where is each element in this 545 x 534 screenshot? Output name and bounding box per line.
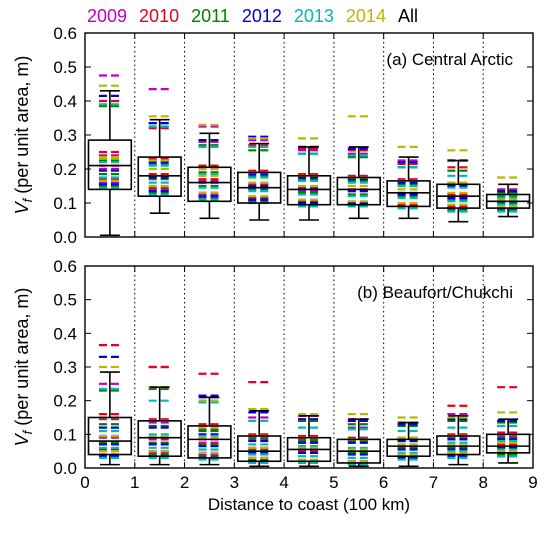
panel-a-ytick-label: 0.5 [53, 58, 77, 77]
panel-b-xtick-label: 2 [180, 473, 189, 492]
panel-b-xtick-label: 0 [80, 473, 89, 492]
panel-b-ytick-label: 0.4 [53, 324, 77, 343]
panel-b-xtick-label: 1 [130, 473, 139, 492]
legend-entry-2013: 2013 [294, 6, 334, 26]
panel-b-xtick-label: 8 [478, 473, 487, 492]
panel-b-ytick-label: 0.0 [53, 459, 77, 478]
legend-entry-all: All [398, 6, 418, 26]
panel-b-ytick-label: 0.2 [53, 392, 77, 411]
panel-a-ylabel: Vf (per unit area, m) [12, 56, 35, 215]
panel-a-box [137, 156, 182, 198]
panel-b-title: (b) Beaufort/Chukchi [357, 283, 513, 302]
panel-b-xtick-label: 3 [230, 473, 239, 492]
panel-a-box [87, 139, 133, 191]
panel-b-box [137, 420, 182, 458]
panel-b-box [187, 425, 232, 459]
panel-b-box [485, 433, 531, 454]
panel-b-xtick-label: 9 [528, 473, 537, 492]
panel-a-box [187, 166, 232, 203]
legend-entry-2011: 2011 [191, 6, 230, 26]
panel-a-box [336, 176, 381, 206]
panel-a-ytick-label: 0.4 [53, 92, 77, 111]
panel-b-xtick-label: 5 [329, 473, 338, 492]
panel-b-xtick-label: 4 [279, 473, 288, 492]
panel-a-ytick-label: 0.3 [53, 126, 77, 145]
panel-b-box [386, 438, 431, 458]
panel-b-ytick-label: 0.1 [53, 425, 77, 444]
panel-b-xlabel: Distance to coast (100 km) [208, 495, 410, 514]
legend-entry-2009: 2009 [87, 6, 127, 26]
panel-b-ylabel: Vf (per unit area, m) [12, 288, 35, 447]
legend-entry-2010: 2010 [139, 6, 179, 26]
legend-entry-2012: 2012 [242, 6, 282, 26]
panel-a-box [386, 180, 431, 208]
panel-b-ytick-label: 0.6 [53, 257, 77, 276]
panel-a-ytick-label: 0.6 [53, 24, 77, 43]
panel-a-box [286, 175, 332, 206]
panel-b-box [87, 416, 133, 456]
panel-a-title: (a) Central Arctic [386, 50, 513, 69]
legend-entry-2014: 2014 [346, 6, 386, 26]
panel-b-xtick-label: 6 [379, 473, 388, 492]
panel-b-xtick-label: 7 [429, 473, 438, 492]
panel-b-ytick-label: 0.5 [53, 291, 77, 310]
panel-b-ytick-label: 0.3 [53, 358, 77, 377]
panel-b-box [237, 435, 282, 463]
panel-a-ytick-label: 0.0 [53, 228, 77, 247]
panel-b-box [436, 435, 481, 456]
panel-a-ytick-label: 0.1 [53, 194, 77, 213]
panel-a-ytick-label: 0.2 [53, 160, 77, 179]
